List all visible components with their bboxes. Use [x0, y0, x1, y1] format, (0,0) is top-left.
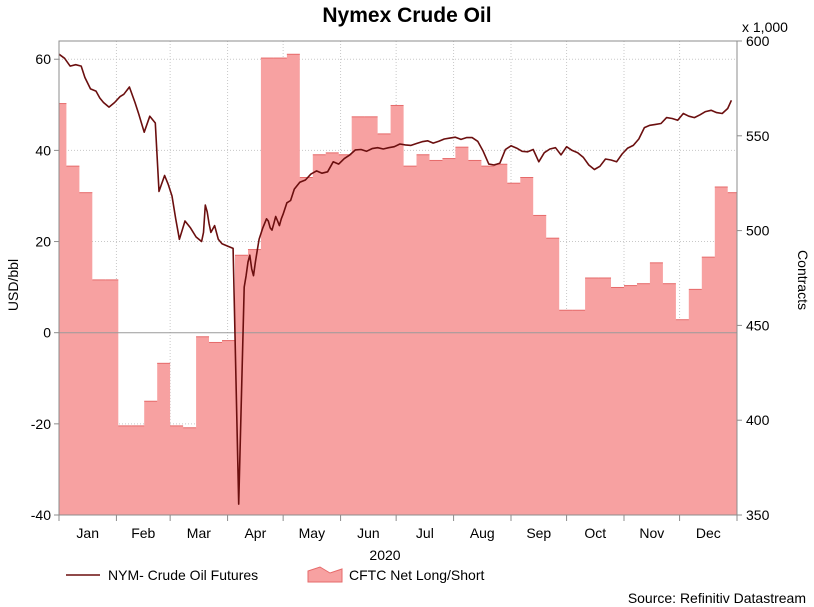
month-label: Mar	[187, 525, 211, 541]
left-tick-label: 60	[35, 51, 51, 67]
right-axis-label: Contracts	[795, 250, 811, 310]
crude-price-series	[58, 53, 733, 505]
cftc-area-series	[59, 53, 737, 516]
crude-line	[58, 53, 733, 505]
legend-entry-crude: NYM- Crude Oil Futures	[108, 567, 258, 583]
right-axis-ticks: 600 550 500 450 400 350	[737, 33, 770, 523]
left-axis-ticks: 60 40 20 0 -20 -40	[31, 51, 59, 523]
month-label: Aug	[470, 525, 495, 541]
right-tick-label: 450	[746, 317, 770, 333]
left-tick-label: 0	[43, 325, 51, 341]
source-note: Source: Refinitiv Datastream	[628, 590, 806, 606]
month-label: Sep	[526, 525, 551, 541]
month-label: Apr	[244, 525, 266, 541]
month-label: Oct	[584, 525, 606, 541]
x-year-label: 2020	[369, 547, 400, 563]
month-label: Jul	[416, 525, 434, 541]
legend: NYM- Crude Oil Futures CFTC Net Long/Sho…	[66, 566, 484, 583]
legend-entry-cftc: CFTC Net Long/Short	[349, 567, 484, 583]
month-label: Jun	[357, 525, 380, 541]
left-tick-label: 20	[35, 234, 51, 250]
chart-title: Nymex Crude Oil	[322, 4, 491, 27]
right-axis-multiplier: x 1,000	[742, 19, 788, 35]
right-tick-label: 350	[746, 507, 770, 523]
right-tick-label: 600	[746, 33, 770, 49]
left-tick-label: -40	[31, 507, 51, 523]
month-axis-ticks: Jan Feb Mar Apr May Jun Jul Aug Sep Oct Nov Dec	[58, 515, 738, 541]
month-label: Feb	[131, 525, 155, 541]
legend-area-swatch	[307, 566, 343, 583]
left-tick-label: -20	[31, 416, 51, 432]
month-label: Dec	[696, 525, 721, 541]
left-tick-label: 40	[35, 142, 51, 158]
month-label: Jan	[76, 525, 99, 541]
right-tick-label: 400	[746, 412, 770, 428]
cftc-area	[59, 54, 737, 516]
plot-frame	[58, 40, 738, 516]
right-tick-label: 500	[746, 223, 770, 239]
left-axis-label: USD/bbl	[5, 259, 21, 311]
right-tick-label: 550	[746, 128, 770, 144]
month-label: Nov	[639, 525, 664, 541]
month-label: May	[299, 525, 325, 541]
